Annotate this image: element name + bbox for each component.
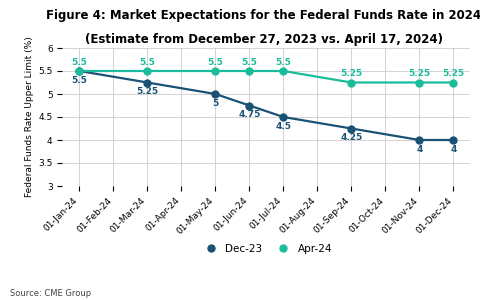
Dec-23 — [280, 115, 286, 119]
Text: 4.75: 4.75 — [238, 110, 261, 119]
Dec-23 — [76, 69, 82, 73]
Text: 5.25: 5.25 — [136, 87, 158, 96]
Text: 5.5: 5.5 — [140, 58, 156, 67]
Legend: Dec-23, Apr-24: Dec-23, Apr-24 — [196, 240, 336, 258]
Apr-24 — [213, 69, 218, 73]
Text: 5.25: 5.25 — [340, 69, 362, 78]
Text: 5.5: 5.5 — [276, 58, 291, 67]
Text: 4.25: 4.25 — [340, 133, 362, 142]
Text: 5.5: 5.5 — [207, 58, 223, 67]
Line: Dec-23: Dec-23 — [76, 68, 457, 143]
Dec-23 — [451, 138, 456, 142]
Apr-24 — [417, 81, 422, 84]
Text: 4: 4 — [450, 145, 456, 154]
Text: 5.5: 5.5 — [241, 58, 257, 67]
Text: 5.5: 5.5 — [72, 76, 87, 85]
Text: 4: 4 — [416, 145, 422, 154]
Dec-23 — [213, 92, 218, 96]
Text: 5: 5 — [212, 99, 218, 108]
Dec-23 — [348, 127, 354, 130]
Dec-23 — [144, 81, 150, 84]
Text: 5.5: 5.5 — [72, 58, 87, 67]
Text: 5.25: 5.25 — [408, 69, 431, 78]
Apr-24 — [76, 69, 82, 73]
Line: Apr-24: Apr-24 — [76, 68, 457, 86]
Dec-23 — [417, 138, 422, 142]
Apr-24 — [247, 69, 252, 73]
Apr-24 — [451, 81, 456, 84]
Text: 4.5: 4.5 — [276, 122, 291, 130]
Dec-23 — [247, 104, 252, 107]
Text: (Estimate from December 27, 2023 vs. April 17, 2024): (Estimate from December 27, 2023 vs. Apr… — [85, 33, 443, 46]
Apr-24 — [280, 69, 286, 73]
Apr-24 — [348, 81, 354, 84]
Text: Figure 4: Market Expectations for the Federal Funds Rate in 2024: Figure 4: Market Expectations for the Fe… — [47, 9, 480, 22]
Apr-24 — [144, 69, 150, 73]
Text: 5.25: 5.25 — [443, 69, 465, 78]
Y-axis label: Federal Funds Rate Upper Limit (%): Federal Funds Rate Upper Limit (%) — [25, 37, 34, 197]
Text: Source: CME Group: Source: CME Group — [10, 290, 91, 298]
